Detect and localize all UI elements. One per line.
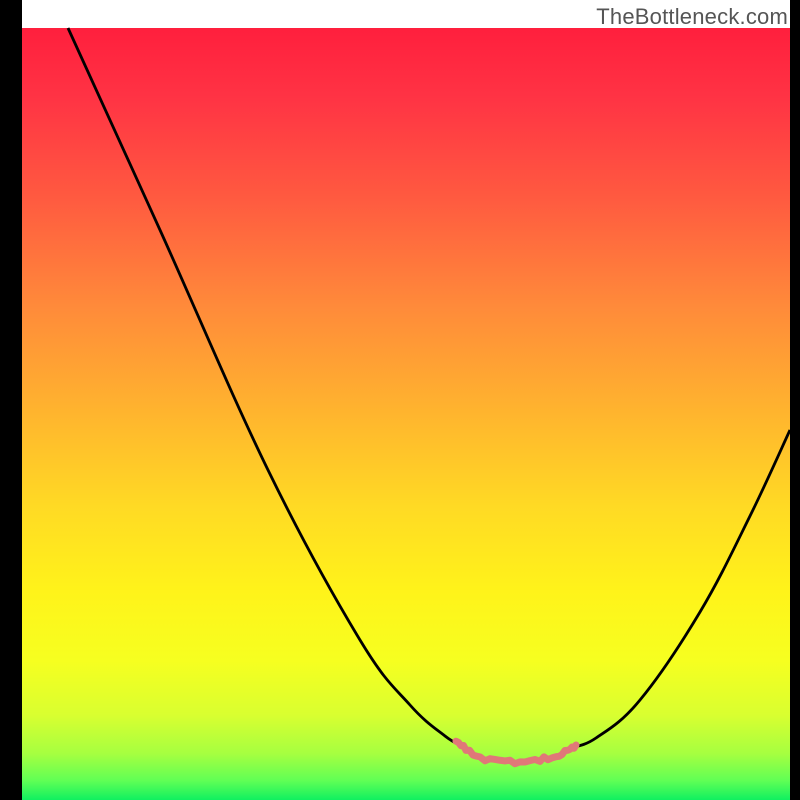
chart-curves — [0, 0, 800, 800]
chart-stage: TheBottleneck.com — [0, 0, 800, 800]
watermark-text: TheBottleneck.com — [596, 4, 788, 30]
